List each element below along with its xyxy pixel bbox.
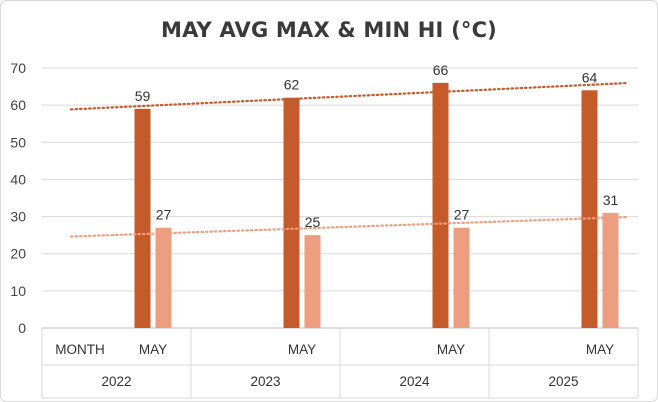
year-label: 2023 (250, 374, 280, 389)
data-label: 31 (603, 192, 619, 208)
trendline (69, 81, 628, 111)
chart-title: MAY AVG MAX & MIN HI (°C) (161, 18, 497, 42)
bar (155, 227, 172, 328)
bar (134, 108, 151, 328)
y-tick-label: 60 (10, 97, 26, 113)
y-tick-label: 50 (10, 134, 26, 150)
data-label: 27 (156, 207, 172, 223)
data-label: 25 (305, 214, 321, 230)
y-tick-label: 20 (10, 246, 26, 262)
y-tick-label: 10 (10, 283, 26, 299)
trendline (69, 216, 628, 238)
category-label: MAY (139, 342, 167, 357)
year-label: 2022 (101, 374, 131, 389)
category-label: MAY (288, 342, 316, 357)
category-label: MAY (586, 342, 614, 357)
data-label: 62 (284, 77, 300, 93)
data-label: 64 (582, 69, 598, 85)
bar (581, 90, 598, 329)
data-label: 27 (454, 207, 470, 223)
year-label: 2024 (399, 374, 430, 389)
bar (453, 227, 470, 328)
bar (304, 235, 321, 328)
category-label: MONTH (55, 342, 105, 357)
bar (283, 97, 300, 328)
y-tick-label: 40 (10, 171, 26, 187)
data-label: 59 (135, 88, 151, 104)
year-label: 2025 (548, 374, 578, 389)
y-tick-label: 30 (10, 209, 26, 225)
category-label: MAY (437, 342, 465, 357)
bar (602, 212, 619, 328)
bar (432, 82, 449, 328)
data-label: 66 (433, 62, 449, 78)
y-tick-label: 0 (18, 320, 26, 336)
y-tick-label: 70 (10, 60, 26, 76)
